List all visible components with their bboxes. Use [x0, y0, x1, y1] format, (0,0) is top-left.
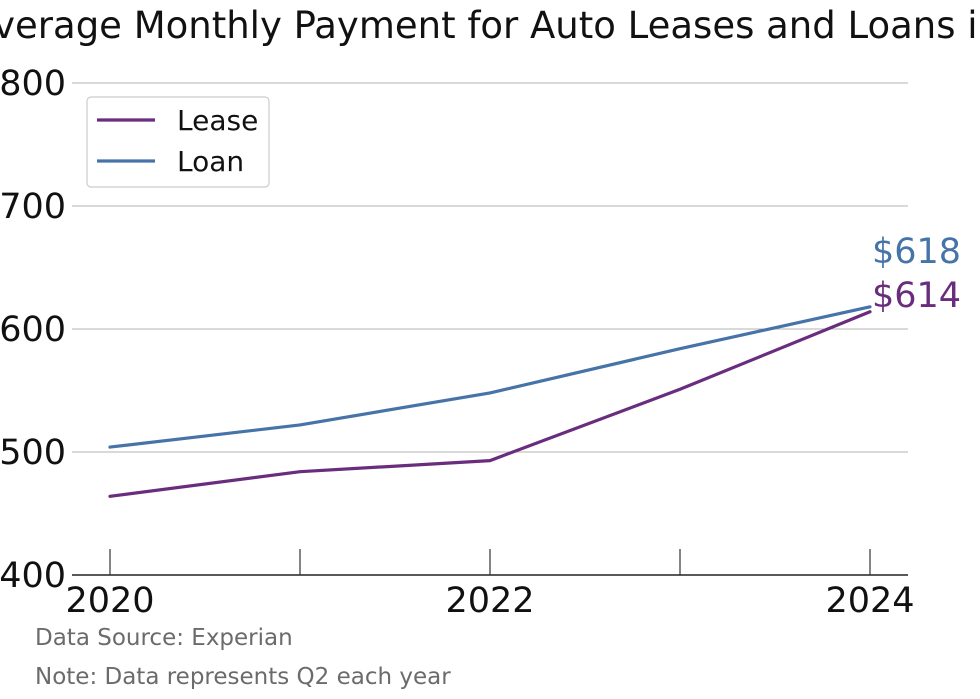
legend-label-lease: Lease: [177, 104, 258, 137]
chart-title: Average Monthly Payment for Auto Leases …: [0, 4, 980, 47]
legend-label-loan: Loan: [177, 145, 244, 178]
end-label-loan: $618: [872, 232, 961, 272]
y-tick-label-700: $700: [0, 187, 66, 227]
y-tick-label-800: $800: [0, 64, 66, 104]
y-axis: $400 $500 $600 $700 $800: [0, 64, 66, 596]
x-axis: 2020 2022 2024: [65, 549, 915, 621]
y-tick-label-600: $600: [0, 310, 66, 350]
legend: Lease Loan: [86, 96, 270, 188]
x-tick-label-2020: 2020: [65, 581, 154, 621]
y-tick-label-500: $500: [0, 433, 66, 473]
series-lines: [108, 305, 872, 498]
data-source-note: Data Source: Experian: [35, 625, 293, 651]
x-tick-label-2022: 2022: [445, 581, 534, 621]
end-label-lease: $614: [872, 276, 961, 316]
series-line-loan: [108, 305, 872, 449]
data-note: Note: Data represents Q2 each year: [35, 664, 451, 690]
y-tick-label-400: $400: [0, 556, 66, 596]
end-labels: $614$618: [872, 232, 961, 316]
series-line-lease: [108, 310, 872, 498]
x-tick-label-2024: 2024: [825, 581, 914, 621]
